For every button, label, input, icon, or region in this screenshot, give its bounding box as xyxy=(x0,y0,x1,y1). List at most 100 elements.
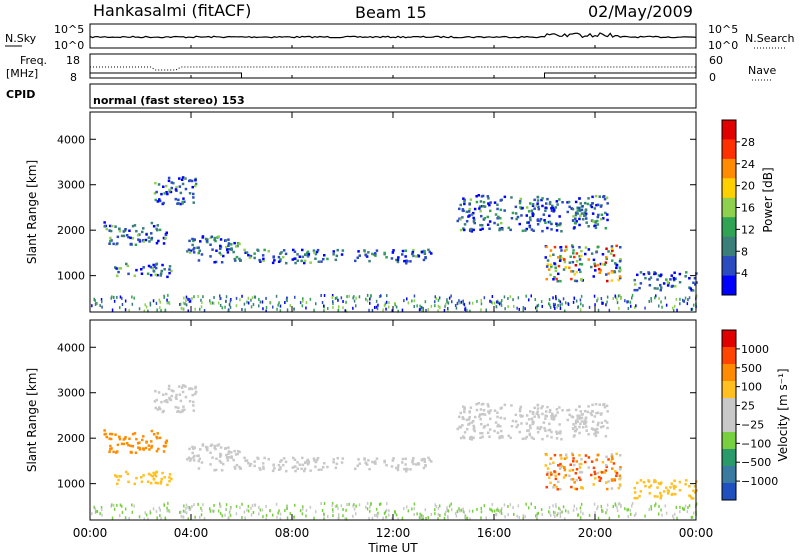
velocity-cell xyxy=(605,481,608,484)
velocity-cell xyxy=(265,514,268,517)
power-cell xyxy=(546,263,549,266)
velocity-cell xyxy=(615,474,618,478)
colorbar-tick-label: −500 xyxy=(741,456,771,469)
velocity-cell xyxy=(332,458,335,461)
power-cell xyxy=(459,203,462,207)
velocity-cell xyxy=(157,391,161,394)
power-cell xyxy=(591,202,594,205)
velocity-cell xyxy=(578,405,581,408)
velocity-cell xyxy=(178,385,181,388)
power-cell xyxy=(124,299,127,303)
velocity-cell xyxy=(593,415,597,418)
velocity-cell xyxy=(688,504,691,508)
velocity-cell xyxy=(563,457,567,460)
power-cell xyxy=(594,303,596,307)
power-cell xyxy=(197,251,200,255)
power-cell xyxy=(481,227,484,231)
colorbar-swatch xyxy=(722,217,736,238)
power-cell xyxy=(376,307,379,311)
power-cell xyxy=(614,294,616,298)
power-cell xyxy=(524,229,527,232)
power-cell xyxy=(397,256,400,259)
power-cell xyxy=(460,300,463,304)
power-cell xyxy=(156,224,159,227)
power-cell xyxy=(582,304,584,308)
power-cell xyxy=(550,228,553,231)
velocity-cell xyxy=(180,510,182,514)
velocity-cell xyxy=(423,460,427,463)
power-cell xyxy=(597,267,601,271)
power-cell xyxy=(203,309,206,312)
velocity-cell xyxy=(366,507,369,511)
power-cell xyxy=(137,238,140,241)
power-cell xyxy=(163,295,165,299)
power-cell xyxy=(585,217,588,220)
velocity-cell xyxy=(527,418,531,421)
power-cell xyxy=(166,298,168,302)
velocity-cell xyxy=(650,505,652,508)
velocity-cell xyxy=(487,405,490,408)
power-cell xyxy=(554,269,558,273)
velocity-cell xyxy=(567,408,571,412)
velocity-cell xyxy=(579,422,582,426)
velocity-cell xyxy=(394,510,396,513)
velocity-cell xyxy=(596,507,598,511)
power-cell xyxy=(561,302,563,306)
velocity-cell xyxy=(342,514,344,518)
power-cell xyxy=(552,302,555,306)
power-cell xyxy=(580,212,584,215)
velocity-cell xyxy=(468,437,472,440)
power-cell xyxy=(491,301,494,305)
power-cell xyxy=(254,295,257,299)
velocity-cell xyxy=(498,436,501,440)
power-cell xyxy=(513,304,515,308)
power-cell xyxy=(198,249,201,252)
power-cell xyxy=(554,303,556,307)
velocity-cell xyxy=(489,507,491,511)
power-cell xyxy=(541,304,543,308)
power-cell xyxy=(430,252,433,255)
power-cell xyxy=(604,261,608,264)
power-cell xyxy=(470,227,473,231)
power-cell xyxy=(234,245,238,248)
power-cell xyxy=(300,259,303,263)
power-cell xyxy=(486,195,490,198)
velocity-cell xyxy=(113,507,116,511)
power-cell xyxy=(605,273,608,276)
power-cell xyxy=(388,305,390,309)
power-cell xyxy=(570,277,573,281)
velocity-cell xyxy=(152,507,155,511)
power-cell xyxy=(434,304,436,308)
power-cell xyxy=(238,257,241,261)
velocity-cell xyxy=(592,483,595,486)
velocity-cell xyxy=(613,478,616,481)
velocity-cell xyxy=(554,515,556,518)
velocity-cell xyxy=(298,463,302,466)
velocity-cell xyxy=(573,434,576,437)
velocity-cell xyxy=(459,436,463,440)
power-cell xyxy=(134,243,138,246)
velocity-cell xyxy=(592,466,596,470)
velocity-cell xyxy=(585,429,588,432)
power-cell xyxy=(578,223,581,227)
power-cell xyxy=(648,299,650,303)
power-cell xyxy=(578,217,581,221)
power-cell xyxy=(470,213,474,216)
power-cell xyxy=(118,227,121,230)
power-cell xyxy=(525,214,528,217)
power-cell xyxy=(676,308,678,312)
power-cell xyxy=(462,197,465,200)
power-cell xyxy=(142,227,145,230)
power-cell xyxy=(675,297,678,301)
power-cell xyxy=(383,304,386,307)
velocity-cell xyxy=(182,405,185,408)
velocity-cell xyxy=(557,512,559,515)
power-cell xyxy=(626,300,628,304)
power-cell xyxy=(518,222,521,226)
power-cell xyxy=(125,262,128,266)
velocity-cell xyxy=(284,509,286,512)
velocity-cell xyxy=(204,445,208,449)
power-cell xyxy=(557,272,560,276)
velocity-cell xyxy=(369,505,371,509)
velocity-cell xyxy=(614,502,616,506)
